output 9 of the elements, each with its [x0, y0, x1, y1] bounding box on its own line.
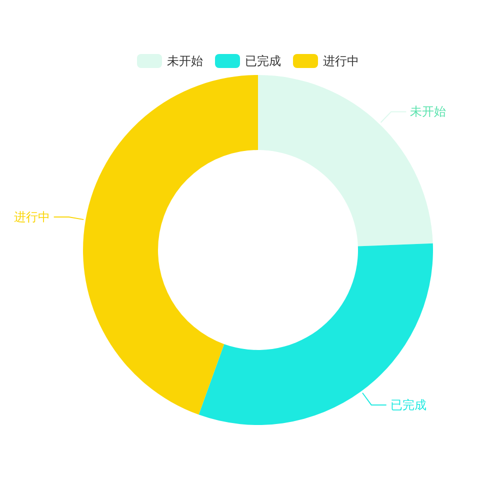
legend-label: 已完成 [245, 54, 281, 68]
donut-slice [258, 75, 433, 246]
slice-label: 未开始 [410, 104, 446, 119]
slice-label: 进行中 [14, 210, 50, 224]
slice-label: 已完成 [390, 398, 426, 412]
donut-slice [198, 243, 433, 425]
legend-label: 未开始 [167, 54, 203, 68]
donut-slice [83, 75, 258, 415]
legend-label: 进行中 [323, 54, 359, 68]
